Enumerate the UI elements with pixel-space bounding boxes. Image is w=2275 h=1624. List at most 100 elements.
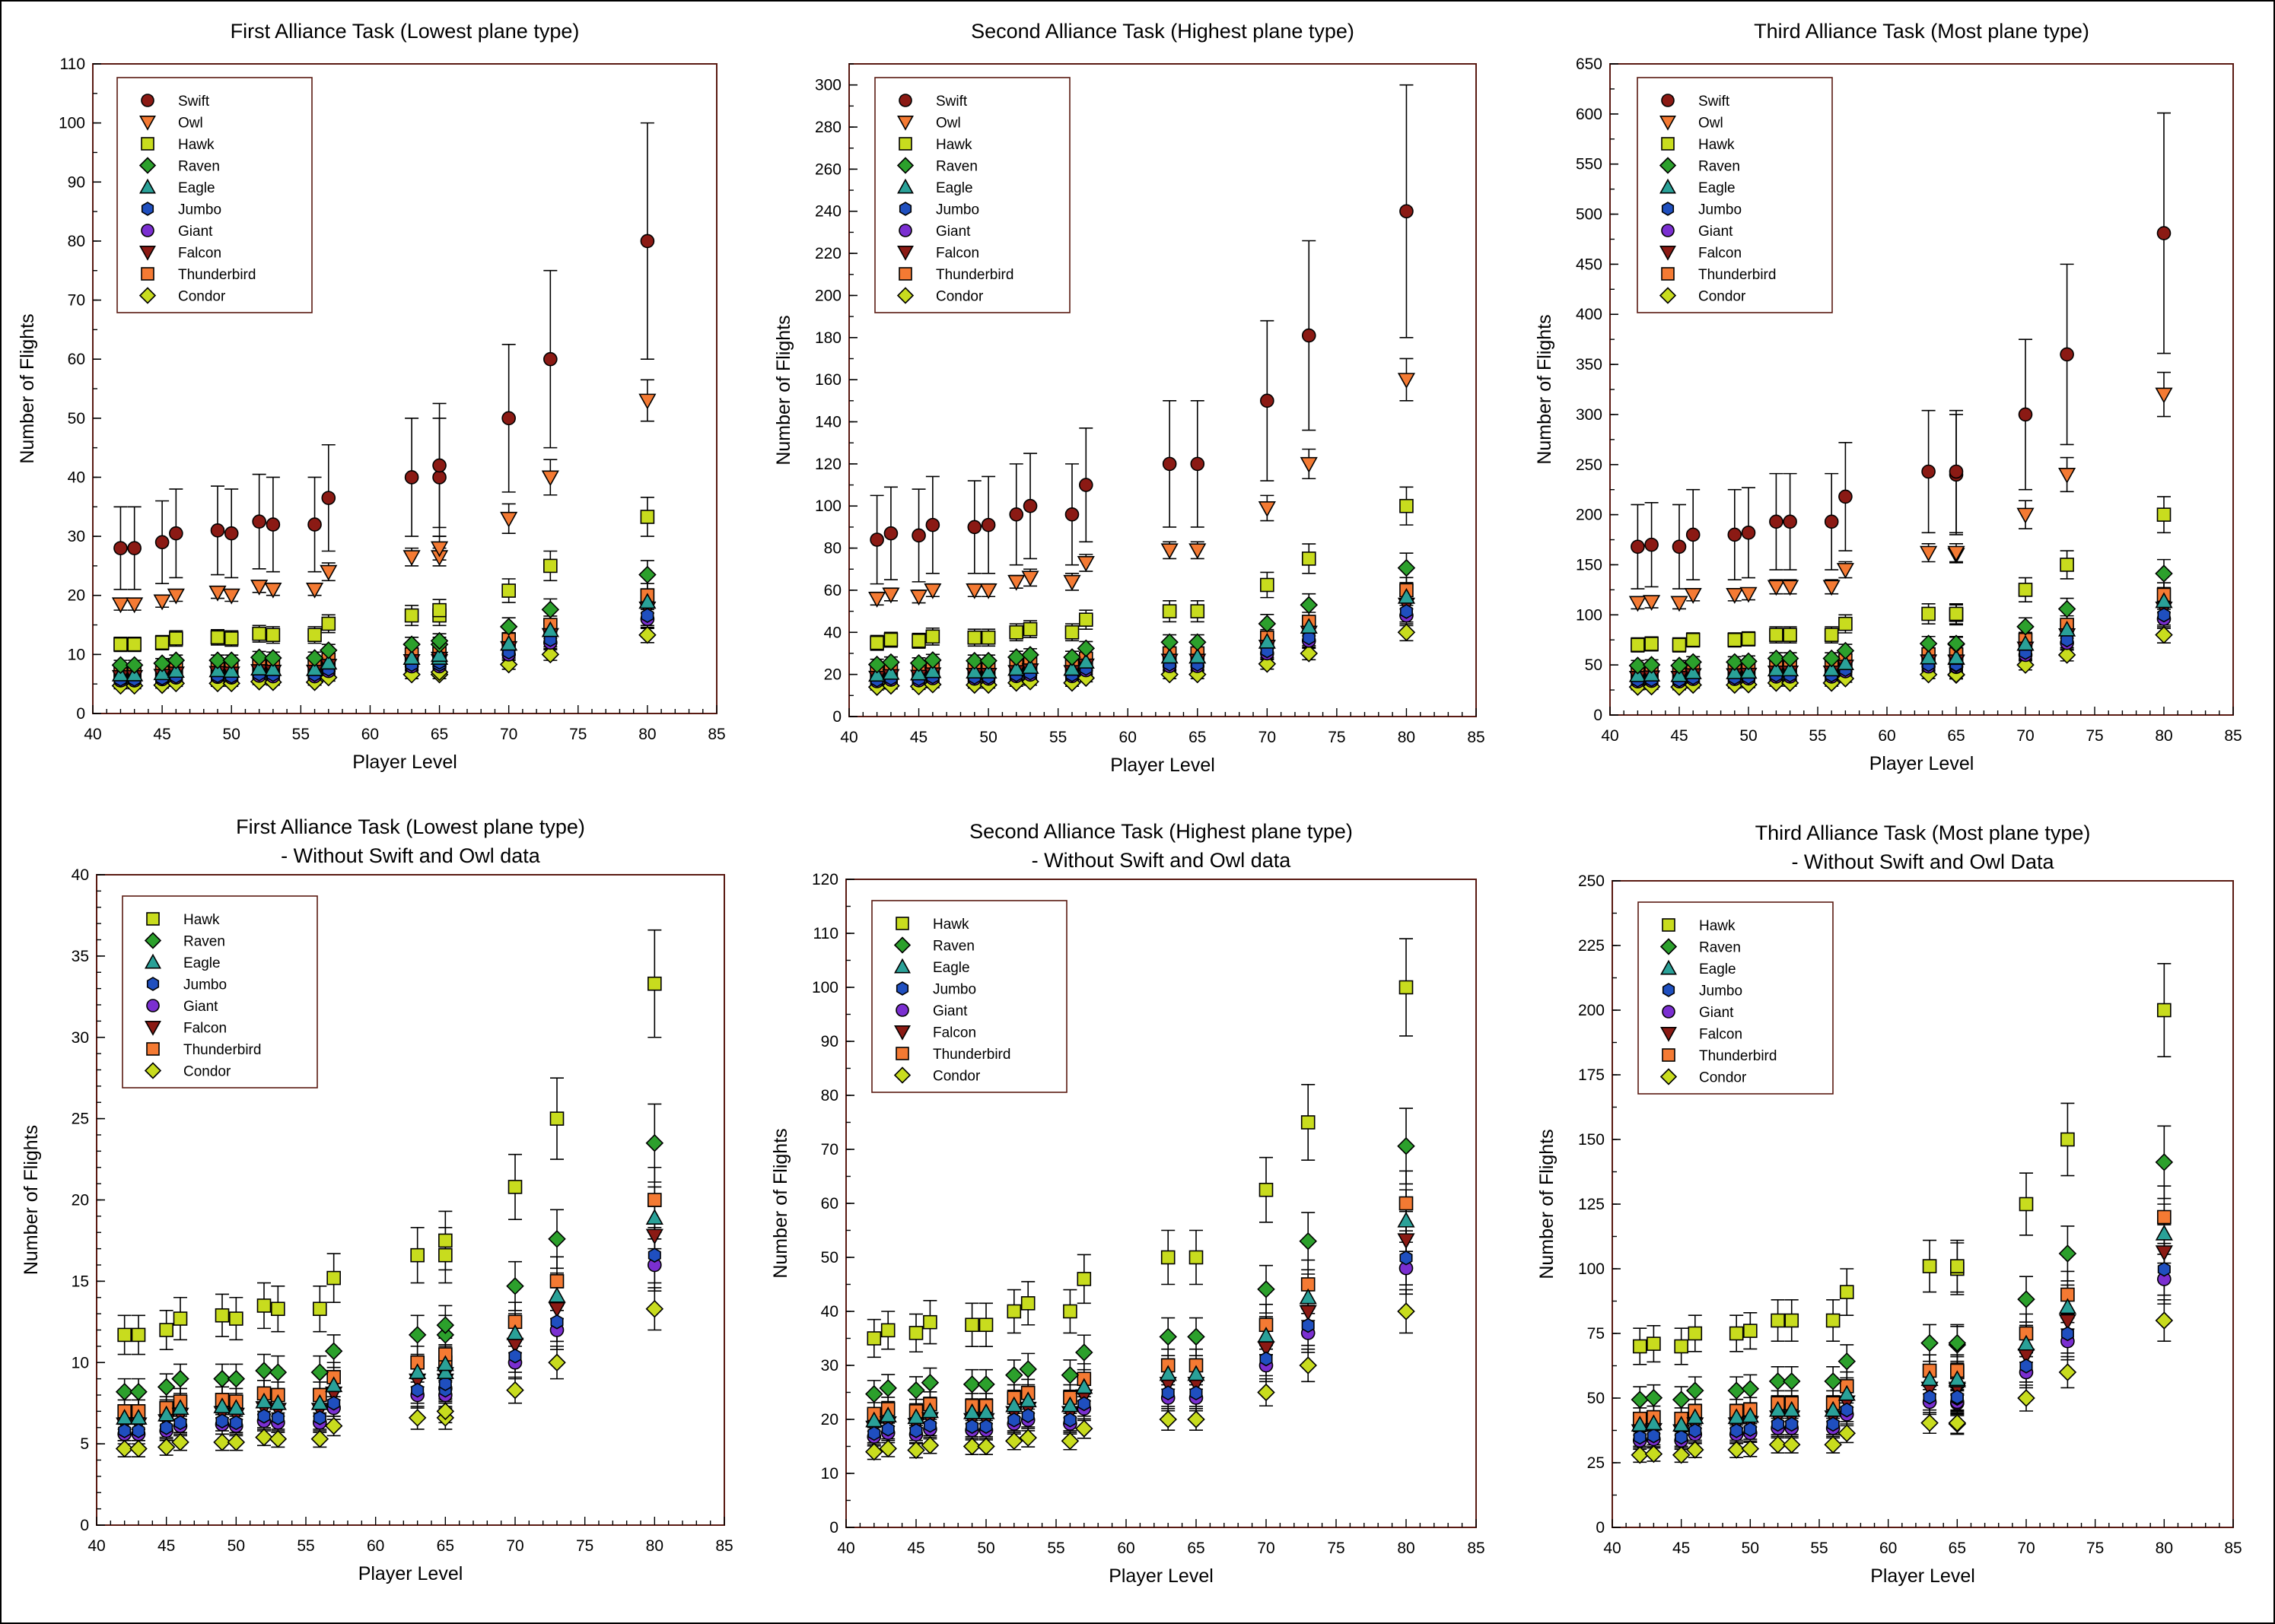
point-eagle — [1631, 1416, 1649, 1432]
point-owl — [1822, 580, 1841, 596]
point-jumbo — [2019, 1358, 2033, 1374]
point-swift — [432, 470, 447, 485]
point-raven — [1063, 648, 1081, 666]
point-raven — [2017, 1290, 2035, 1308]
point-owl — [250, 580, 269, 596]
point-swift — [169, 526, 183, 541]
point-raven — [1019, 1360, 1037, 1378]
legend-marker-thunderbird — [1662, 1048, 1675, 1062]
point-condor — [1631, 1446, 1650, 1464]
point-condor — [1824, 1435, 1842, 1454]
point-condor — [1948, 1413, 1967, 1432]
legend-label: Giant — [1698, 224, 1733, 240]
y-tick-label: 30 — [68, 528, 85, 545]
legend-marker-falcon — [139, 246, 156, 261]
legend-marker-raven — [893, 936, 912, 954]
point-raven — [638, 565, 657, 584]
point-raven — [1258, 615, 1277, 633]
point-eagle — [1836, 654, 1854, 671]
chart-title: First Alliance Task (Lowest plane type) — [236, 815, 585, 838]
point-hawk — [867, 1331, 882, 1346]
point-raven — [1741, 1380, 1760, 1398]
y-tick-label: 70 — [821, 1141, 838, 1158]
point-hawk — [1064, 624, 1080, 640]
point-owl — [320, 564, 338, 581]
legend-marker-thunderbird — [141, 267, 154, 281]
point-owl — [402, 550, 421, 567]
point-raven — [879, 1379, 897, 1397]
point-raven — [264, 649, 282, 667]
point-hawk — [266, 628, 281, 643]
legend-label: Jumbo — [178, 202, 221, 218]
chart-subtitle: - Without Swift and Owl Data — [1791, 850, 2054, 873]
y-tick-label: 120 — [815, 456, 842, 473]
x-tick-label: 60 — [1117, 1540, 1134, 1557]
y-tick-label: 60 — [68, 351, 85, 368]
point-jumbo — [229, 1415, 243, 1431]
point-raven — [2058, 1244, 2077, 1263]
point-condor — [1005, 1432, 1023, 1451]
point-raven — [255, 1362, 273, 1380]
legend-label: Jumbo — [1698, 202, 1742, 218]
legend-marker-jumbo — [1662, 983, 1675, 997]
legend-marker-eagle — [894, 958, 911, 974]
legend-marker-giant — [899, 224, 912, 237]
point-jumbo — [1399, 1250, 1413, 1266]
point-hawk — [1647, 1336, 1661, 1351]
y-tick-label: 20 — [824, 666, 842, 684]
point-condor — [499, 655, 518, 674]
legend-label: Jumbo — [936, 202, 979, 218]
point-hawk — [912, 634, 926, 648]
point-eagle — [879, 1406, 897, 1422]
point-swift — [883, 526, 899, 541]
point-jumbo — [118, 1423, 132, 1438]
legend-label: Condor — [183, 1064, 231, 1080]
point-raven — [1686, 1381, 1704, 1400]
point-raven — [1768, 1372, 1787, 1390]
legend-marker-condor — [144, 1062, 162, 1079]
x-tick-label: 80 — [2156, 1540, 2173, 1557]
point-eagle — [1077, 653, 1095, 669]
y-tick-label: 90 — [821, 1033, 838, 1050]
point-swift — [1301, 328, 1316, 343]
point-raven — [1672, 1390, 1691, 1409]
x-tick-label: 55 — [1809, 727, 1826, 745]
point-jumbo — [438, 1376, 452, 1391]
point-falcon — [2058, 1314, 2076, 1330]
x-tick-label: 85 — [2224, 1540, 2242, 1557]
point-condor — [548, 1353, 566, 1372]
point-eagle — [1739, 663, 1758, 679]
legend-label: Owl — [936, 116, 961, 132]
point-swift — [1064, 507, 1080, 522]
point-condor — [506, 1381, 524, 1400]
point-raven — [324, 1342, 343, 1361]
point-raven — [1188, 633, 1207, 652]
x-axis-label: Player Level — [1870, 1565, 1975, 1587]
legend-marker-thunderbird — [146, 1042, 160, 1056]
point-eagle — [1672, 1416, 1691, 1432]
point-owl — [1836, 563, 1854, 579]
point-raven — [227, 1369, 246, 1388]
point-condor — [2017, 1389, 2035, 1407]
point-condor — [645, 1299, 664, 1318]
legend-label: Hawk — [936, 137, 972, 153]
point-condor — [638, 625, 657, 644]
panel-5: Second Alliance Task (Highest plane type… — [770, 820, 1485, 1587]
point-hawk — [549, 1111, 565, 1126]
point-hawk — [640, 510, 655, 524]
point-jumbo — [648, 1247, 661, 1263]
point-condor — [963, 1437, 982, 1456]
point-hawk — [2156, 507, 2172, 522]
y-tick-label: 110 — [813, 925, 838, 942]
legend-label: Raven — [1699, 940, 1741, 956]
point-owl — [1160, 543, 1179, 560]
point-raven — [1300, 596, 1319, 615]
legend-marker-thunderbird — [899, 267, 912, 281]
point-hawk — [1260, 577, 1274, 593]
point-eagle — [1726, 663, 1744, 679]
legend-marker-condor — [893, 1066, 912, 1084]
point-raven — [1021, 646, 1039, 664]
point-condor — [408, 1409, 427, 1427]
point-falcon — [1299, 1305, 1317, 1321]
x-tick-label: 50 — [979, 729, 997, 746]
